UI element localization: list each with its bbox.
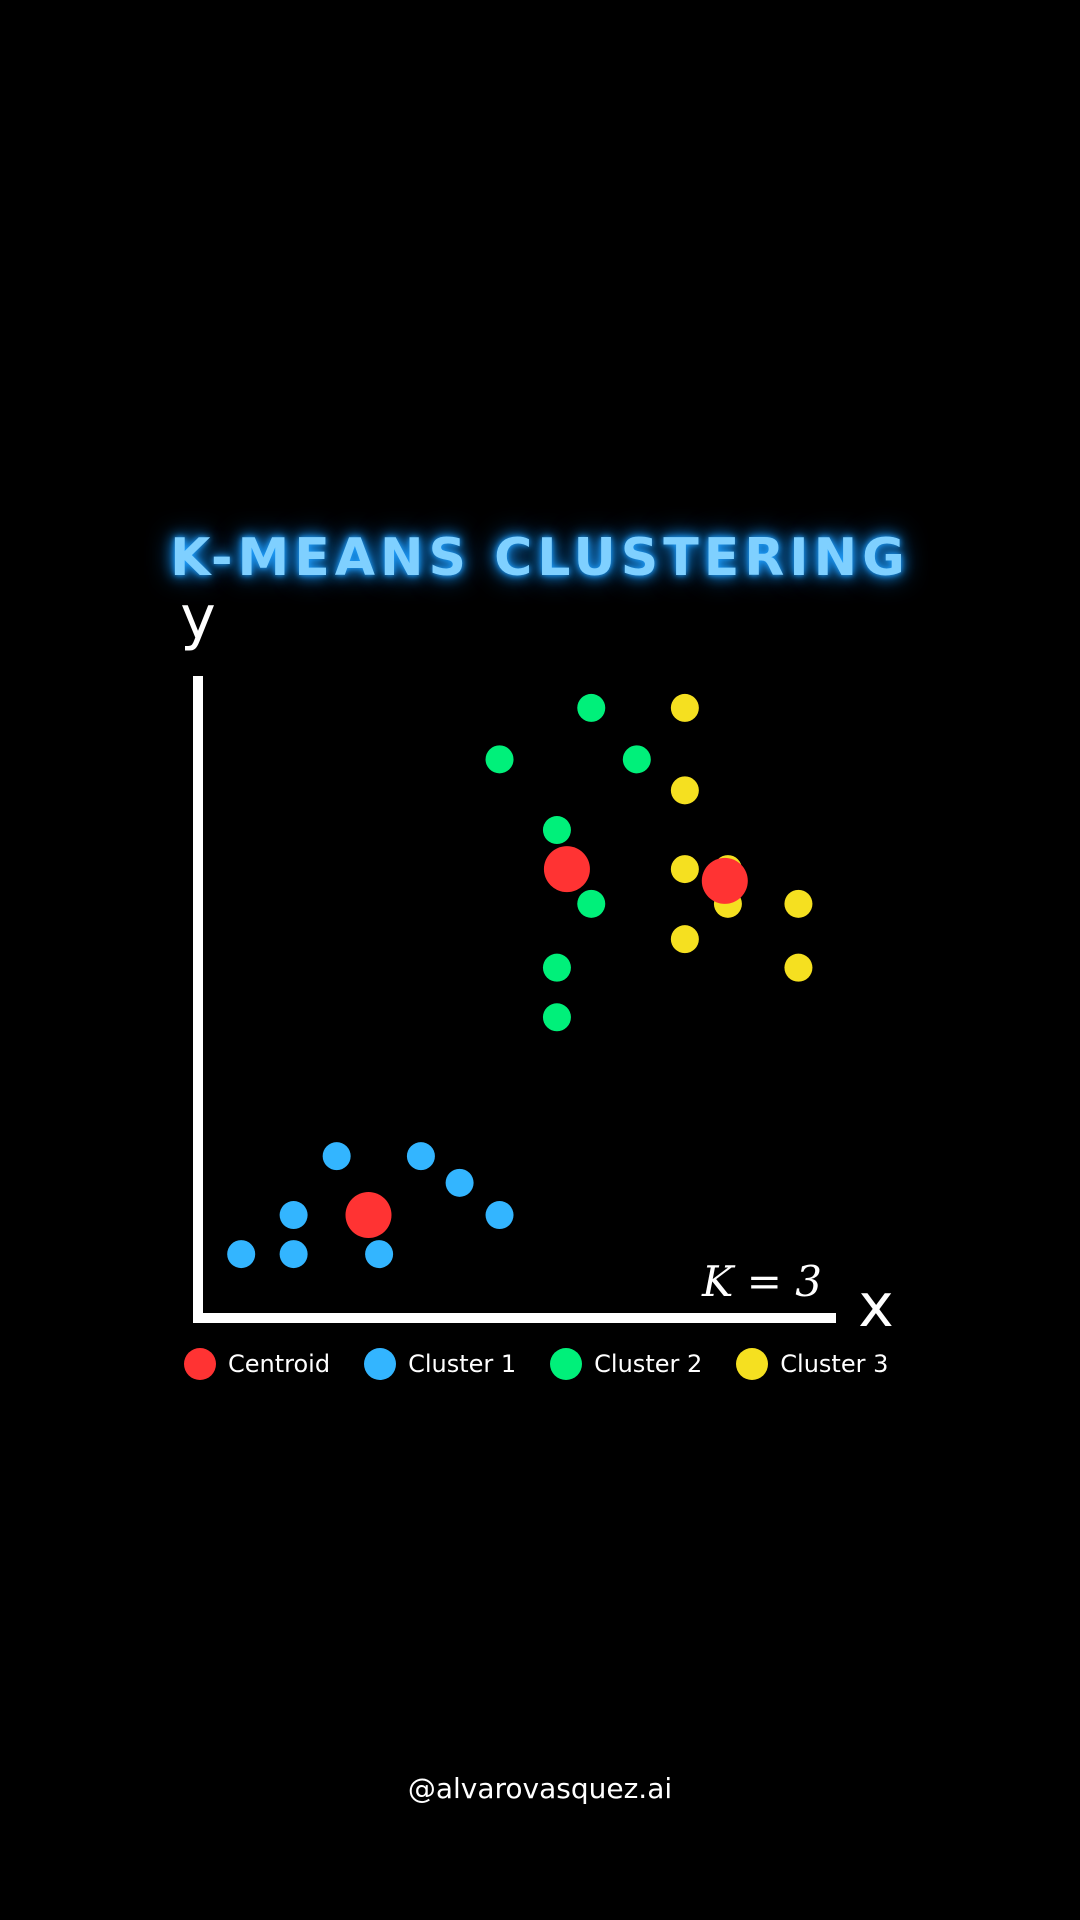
- legend-swatch-cluster-2: [550, 1348, 583, 1380]
- cluster-3-point: [784, 953, 813, 982]
- centroid-point: [701, 857, 748, 904]
- legend-swatch-centroid: [184, 1348, 216, 1380]
- cluster-2-point: [622, 745, 651, 774]
- x-axis-label: x: [858, 1271, 894, 1341]
- legend-swatch-cluster-1: [364, 1348, 397, 1380]
- cluster-2-point: [577, 693, 606, 722]
- centroid-point: [345, 1192, 392, 1239]
- points-layer: [227, 693, 813, 1269]
- author-handle: @alvarovasquez.ai: [407, 1772, 673, 1805]
- cluster-1-point: [279, 1201, 308, 1230]
- cluster-3-point: [784, 889, 813, 918]
- legend: Centroid Cluster 1 Cluster 2 Cluster 3: [184, 1348, 888, 1380]
- legend-label-cluster-1: Cluster 1: [408, 1350, 517, 1378]
- cluster-2-point: [542, 1003, 571, 1032]
- legend-label-cluster-3: Cluster 3: [780, 1350, 889, 1378]
- cluster-2-point: [542, 953, 571, 982]
- y-axis-label: y: [180, 583, 216, 653]
- cluster-3-point: [670, 693, 699, 722]
- legend-item-cluster-1: Cluster 1: [364, 1348, 516, 1380]
- cluster-2-point: [577, 889, 606, 918]
- cluster-3-point: [670, 776, 699, 805]
- cluster-1-point: [406, 1142, 435, 1171]
- cluster-3-point: [670, 855, 699, 884]
- cluster-1-point: [445, 1168, 474, 1197]
- cluster-1-point: [227, 1240, 256, 1269]
- legend-item-cluster-3: Cluster 3: [736, 1348, 888, 1380]
- cluster-3-point: [670, 925, 699, 954]
- legend-label-cluster-2: Cluster 2: [594, 1350, 703, 1378]
- chart-title: K-MEANS CLUSTERING: [170, 528, 910, 588]
- cluster-1-point: [365, 1240, 394, 1269]
- k-annotation: K = 3: [701, 1257, 822, 1306]
- cluster-1-point: [279, 1240, 308, 1269]
- cluster-1-point: [322, 1142, 351, 1171]
- cluster-2-point: [542, 816, 571, 845]
- cluster-2-point: [485, 745, 514, 774]
- cluster-1-point: [485, 1201, 514, 1230]
- legend-item-cluster-2: Cluster 2: [550, 1348, 702, 1380]
- legend-label-centroid: Centroid: [228, 1350, 331, 1378]
- legend-swatch-cluster-3: [736, 1348, 769, 1380]
- legend-item-centroid: Centroid: [184, 1348, 330, 1380]
- centroid-point: [543, 846, 590, 893]
